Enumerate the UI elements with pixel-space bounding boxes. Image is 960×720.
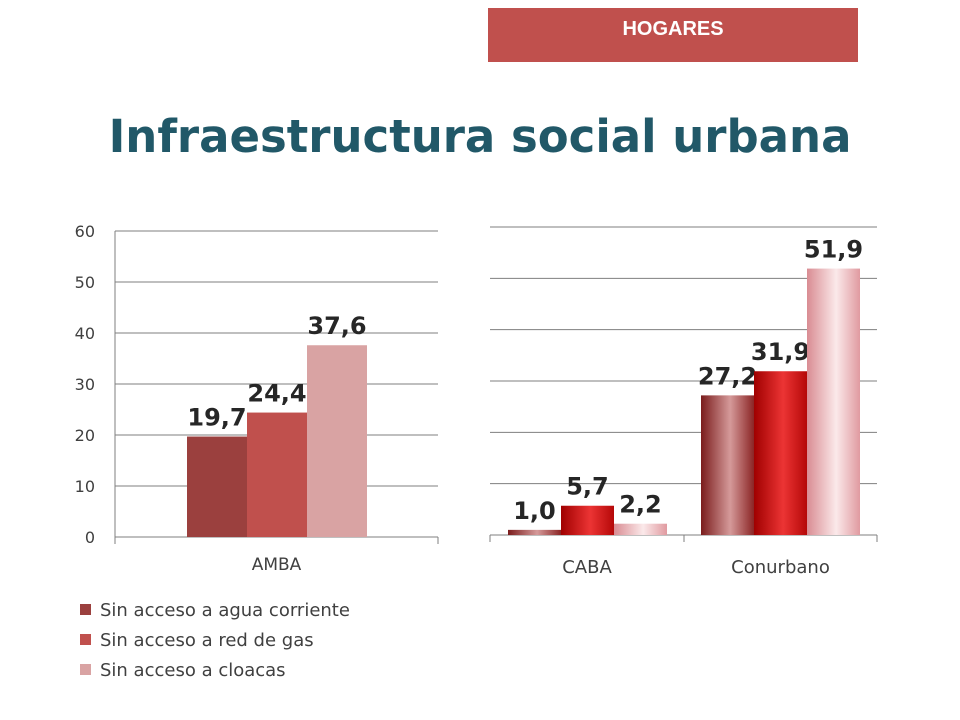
- y-tick-label: 10: [75, 477, 95, 496]
- legend-swatch-cloacas: [80, 664, 91, 675]
- y-tick-label: 60: [75, 222, 95, 241]
- page-title: Infraestructura social urbana: [108, 110, 852, 163]
- x-tick-label: AMBA: [252, 555, 302, 575]
- bar-conurbano-3: [807, 268, 860, 535]
- x-tick-label: CABA: [562, 557, 612, 578]
- bar-1: [187, 436, 247, 537]
- bar-conurbano-2: [754, 371, 807, 535]
- legend-item-agua: Sin acceso a agua corriente: [80, 596, 350, 626]
- y-tick-label: 20: [75, 426, 95, 445]
- chart-amba: 0 10 20 30 40 50 60 19,724,4 37,6 AMBA: [75, 222, 439, 575]
- data-label: 5,7: [566, 473, 609, 501]
- bar-caba-3: [614, 523, 667, 535]
- data-label: 27,2: [698, 362, 757, 390]
- legend-swatch-gas: [80, 634, 91, 645]
- y-tick-label: 0: [85, 528, 95, 547]
- bar-2: [247, 412, 307, 537]
- data-label: 37,6: [307, 312, 366, 340]
- data-label: 19,7: [187, 404, 246, 432]
- data-label: 1,0: [513, 497, 556, 525]
- legend-label-cloacas: Sin acceso a cloacas: [100, 660, 286, 681]
- hogares-badge: HOGARES: [488, 8, 858, 62]
- y-tick-label: 40: [75, 324, 95, 343]
- legend-label-agua: Sin acceso a agua corriente: [100, 600, 350, 621]
- chart-caba-conurbano: 1,0 5,7 2,2 CABA 27,231,9 51,9 Conurbano: [489, 226, 878, 578]
- bar-caba-1: [508, 529, 561, 535]
- data-label: 2,2: [619, 491, 662, 519]
- legend-item-gas: Sin acceso a red de gas: [80, 626, 350, 656]
- x-tick-label: Conurbano: [731, 557, 830, 578]
- data-label: 31,9: [751, 338, 810, 366]
- y-tick-label: 30: [75, 375, 95, 394]
- bar-3: [307, 345, 367, 537]
- legend-item-cloacas: Sin acceso a cloacas: [80, 656, 350, 686]
- bar-conurbano-1: [701, 395, 754, 535]
- data-label: 24,4: [247, 380, 306, 408]
- bar-caba-2: [561, 505, 614, 535]
- legend-label-gas: Sin acceso a red de gas: [100, 630, 314, 651]
- y-tick-label: 50: [75, 273, 95, 292]
- legend-swatch-agua: [80, 604, 91, 615]
- data-label: 51,9: [804, 236, 863, 264]
- legend: Sin acceso a agua corriente Sin acceso a…: [80, 596, 350, 686]
